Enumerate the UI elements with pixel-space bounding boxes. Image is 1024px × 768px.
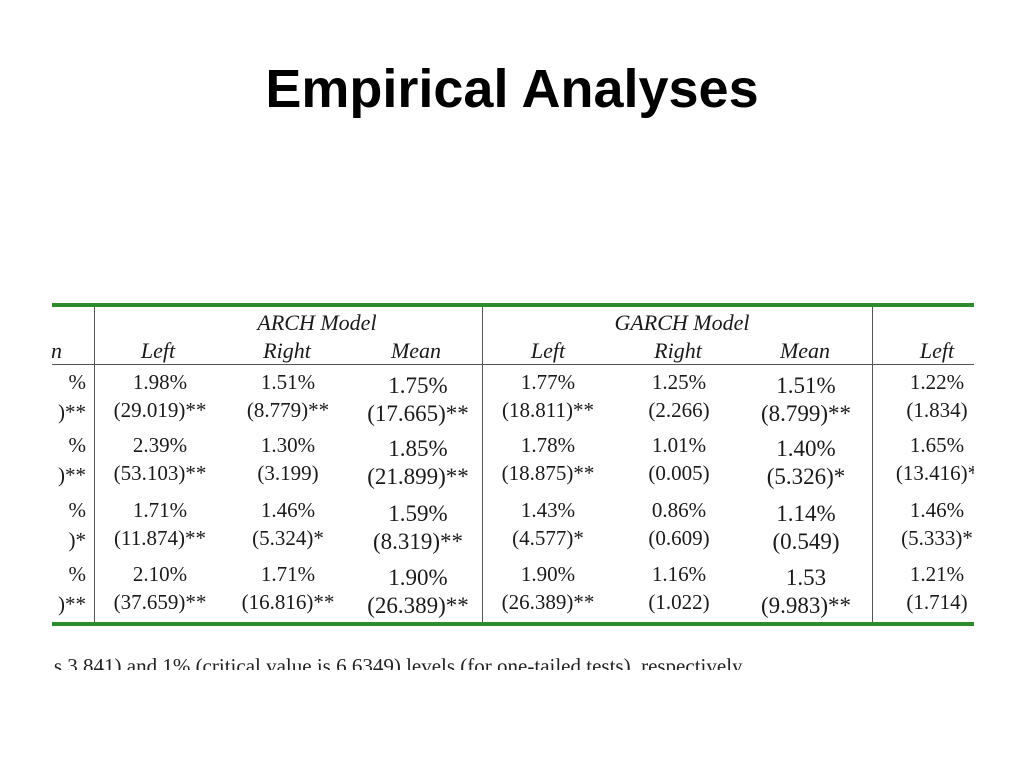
table-cell-value: 1.46% [260,498,316,522]
table-cell-statistic: (4.577)* [512,526,584,550]
slide-title: Empirical Analyses [265,59,759,119]
table-cell-value: 1.53 [785,565,827,590]
column-header: Mean [390,338,442,363]
table-cell-statistic: (53.103)** [113,461,207,485]
table-cell-statistic: (3.199) [257,461,319,485]
table-cell-value: 1.85% [388,436,448,461]
table-footnote: is 3.841) and 1% (critical value is 6.63… [52,654,743,670]
column-divider [482,307,483,622]
table-header-rule [52,364,974,365]
table-cell-statistic: (1.714) [906,590,968,614]
table-cell-value: 1.51% [776,373,836,398]
table-cell-statistic: (29.019)** [113,398,207,422]
table-cell-statistic: (26.389)** [367,593,469,618]
stub-cell: )** [58,400,86,424]
stub-cell: % [68,370,87,394]
table-cell-statistic: (11.874)** [114,526,206,550]
table-cell-value: 1.46% [909,498,965,522]
table-cell-value: 1.71% [132,498,188,522]
table-bottom-rule [52,622,974,626]
table-cell-value: 1.78% [520,433,576,457]
table-cell-statistic: (8.319)** [372,529,464,554]
table-cell-value: 1.59% [388,501,448,526]
table-cell-value: 2.39% [132,433,188,457]
table-cell-value: 1.65% [909,433,965,457]
table-cell-statistic: (37.659)** [113,590,207,614]
table-cell-value: 1.01% [651,433,707,457]
table-cell-value: 1.40% [776,436,836,461]
table-cell-value: 1.98% [132,370,188,394]
table-cell-statistic: (13.416)* [895,461,974,485]
results-table: ARCH Model GARCH Model n Left Right Mean… [52,300,974,670]
column-header: Left [140,338,176,363]
table-cell-statistic: (5.333)* [901,526,973,550]
table-cell-value: 1.77% [520,370,576,394]
table-cell-value: 1.30% [260,433,316,457]
table-cell-statistic: (5.326)* [766,464,846,489]
table-cell-value: 1.71% [260,562,316,586]
column-divider [94,307,95,622]
table-cell-statistic: (18.811)** [502,398,594,422]
stub-cell: % [68,562,87,586]
table-cell-value: 1.75% [388,373,448,398]
table-cell-statistic: (0.005) [648,461,710,485]
table-cell-statistic: (0.609) [648,526,710,550]
table-cell-statistic: (1.834) [906,398,968,422]
table-cell-statistic: (16.816)** [241,590,335,614]
column-header: Left [530,338,566,363]
table-cell-statistic: (17.665)** [367,401,469,426]
stub-cell: )** [58,463,86,487]
column-header: Right [263,338,311,363]
table-cell-statistic: (9.983)** [760,593,852,618]
table-cell-statistic: (0.549) [772,529,840,554]
table-cell-statistic: (21.899)** [367,464,469,489]
column-divider [872,307,873,622]
stub-cell: % [68,498,87,522]
table-cell-value: 1.25% [651,370,707,394]
table-cell-statistic: (5.324)* [252,526,324,550]
stub-header: n [52,338,62,363]
table-top-rule [52,303,974,307]
table-cell-statistic: (26.389)** [501,590,595,614]
stub-cell: )** [58,592,86,616]
table-cell-statistic: (18.875)** [501,461,595,485]
table-cell-statistic: (8.799)** [760,401,852,426]
table-cell-value: 1.21% [909,562,965,586]
stub-cell: % [68,433,87,457]
model-header-garch: GARCH Model [614,310,750,335]
table-cell-value: 1.90% [520,562,576,586]
table-cell-value: 1.16% [651,562,707,586]
column-header: Left [919,338,955,363]
table-cell-value: 1.43% [520,498,576,522]
column-header: Mean [779,338,831,363]
table-cell-statistic: (8.779)** [246,398,330,422]
table-cell-value: 1.22% [909,370,965,394]
table-cell-value: 1.51% [260,370,316,394]
table-cell-value: 0.86% [651,498,707,522]
table-cell-value: 1.14% [776,501,836,526]
stub-cell: )* [68,528,87,552]
model-header-arch: ARCH Model [257,310,377,335]
table-cell-value: 1.90% [388,565,448,590]
table-cell-statistic: (1.022) [648,590,710,614]
table-cell-value: 2.10% [132,562,188,586]
column-header: Right [654,338,702,363]
table-cell-statistic: (2.266) [648,398,710,422]
